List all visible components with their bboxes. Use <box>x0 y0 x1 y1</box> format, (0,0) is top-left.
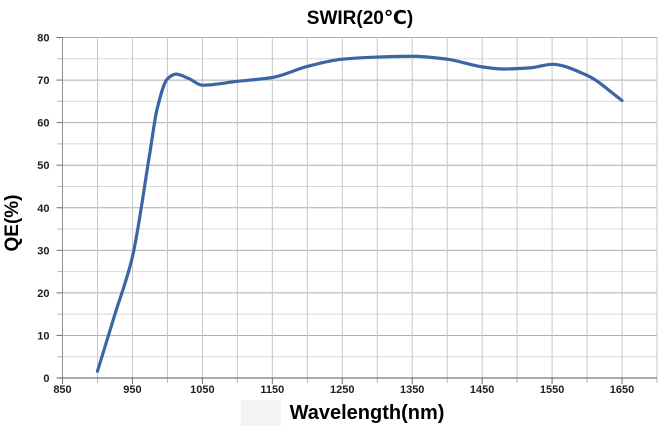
qe-curve <box>95 54 624 373</box>
y-tick-label: 30 <box>37 245 49 257</box>
tick-labels: 0 10 20 30 40 50 60 70 80 850 950 1050 1150 1250 1350 1… <box>37 33 634 397</box>
x-tick-label: 1350 <box>400 384 424 396</box>
series-line-layer <box>95 54 624 373</box>
x-tick-label: 1550 <box>540 384 564 396</box>
x-axis-title: Wavelength(nm) <box>290 402 445 424</box>
y-tick-label: 40 <box>37 203 49 215</box>
y-tick-label: 10 <box>37 330 49 342</box>
axis-title-highlight-box <box>241 400 281 426</box>
y-tick-label: 20 <box>37 288 49 300</box>
x-tick-label: 850 <box>53 384 71 396</box>
x-tick-label: 1650 <box>610 384 634 396</box>
y-tick-label: 50 <box>37 160 49 172</box>
x-tick-label: 1250 <box>330 384 354 396</box>
x-tick-label: 1050 <box>190 384 214 396</box>
x-tick-label: 950 <box>123 384 141 396</box>
y-tick-label: 70 <box>37 75 49 87</box>
y-tick-label: 80 <box>37 33 49 45</box>
x-tick-label: 1450 <box>470 384 494 396</box>
y-tick-label: 0 <box>43 373 49 385</box>
y-tick-label: 60 <box>37 118 49 130</box>
chart-title: SWIR(20℃) <box>307 8 413 29</box>
y-axis-title: QE(%) <box>2 195 23 252</box>
axis-ticks <box>56 37 658 384</box>
x-tick-label: 1150 <box>260 384 284 396</box>
